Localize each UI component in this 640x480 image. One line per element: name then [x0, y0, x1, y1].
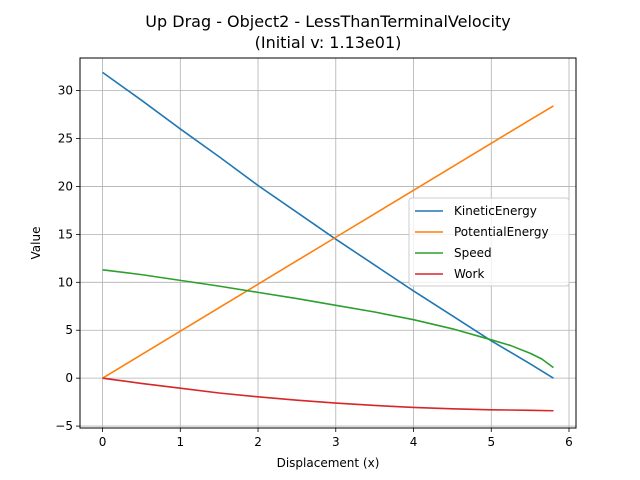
x-tick-label: 1 [176, 435, 184, 449]
y-axis-label: Value [29, 227, 43, 260]
legend-label: KineticEnergy [454, 204, 537, 218]
legend-label: Speed [454, 246, 492, 260]
legend: KineticEnergy PotentialEnergy Speed Work [408, 197, 570, 287]
y-tick-label: 15 [58, 227, 73, 241]
x-tick-label: 3 [332, 435, 340, 449]
x-tick-label: 6 [565, 435, 573, 449]
y-tick-label: −5 [55, 419, 73, 433]
x-tick-label: 5 [487, 435, 495, 449]
x-tick-label: 0 [99, 435, 107, 449]
series-line-kineticenergy [102, 71, 554, 379]
y-tick-label: 30 [58, 84, 73, 98]
x-axis-label: Displacement (x) [277, 456, 380, 470]
legend-label: PotentialEnergy [454, 225, 549, 239]
series-line-speed [102, 269, 554, 369]
chart-title: Up Drag - Object2 - LessThanTerminalVelo… [145, 12, 510, 31]
y-tick-label: 5 [65, 323, 73, 337]
y-axis-ticks: −5 0 5 10 15 20 25 30 [55, 84, 80, 433]
series-line-work [102, 377, 554, 412]
plot-area-frame [79, 57, 577, 429]
y-tick-label: 25 [58, 132, 73, 146]
legend-box [408, 197, 570, 287]
chart-subtitle: (Initial v: 1.13e01) [255, 33, 402, 52]
legend-label: Work [454, 267, 484, 281]
x-tick-label: 2 [254, 435, 262, 449]
y-tick-label: 10 [58, 275, 73, 289]
y-tick-label: 0 [65, 371, 73, 385]
series-lines [102, 71, 554, 412]
y-tick-label: 20 [58, 179, 73, 193]
series-line-potentialenergy [102, 105, 554, 379]
x-axis-ticks: 0 1 2 3 4 5 6 [99, 428, 573, 449]
x-tick-label: 4 [410, 435, 418, 449]
